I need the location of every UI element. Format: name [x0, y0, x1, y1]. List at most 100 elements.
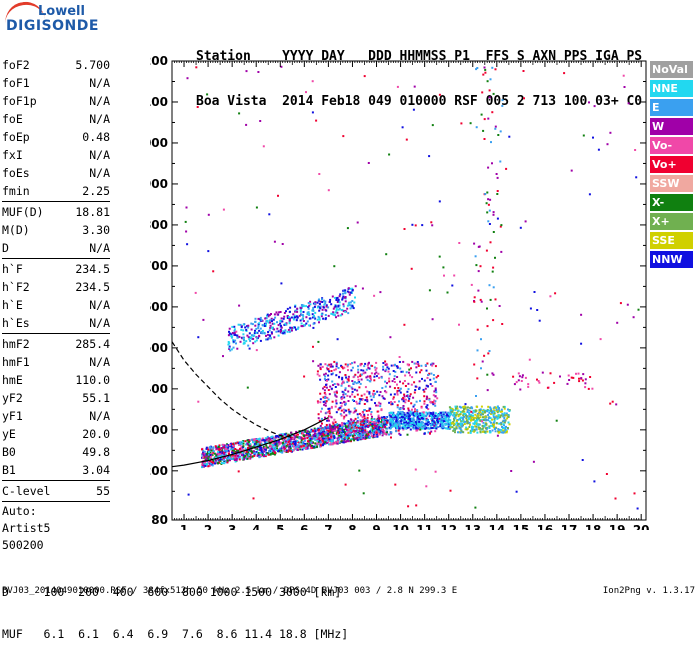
echo-point — [461, 423, 464, 426]
echo-point — [370, 428, 373, 431]
param-value: 3.30 — [82, 223, 110, 237]
echo-point — [324, 375, 327, 378]
echo-point — [357, 365, 359, 368]
echo-point — [233, 333, 236, 336]
echo-point — [364, 425, 367, 428]
echo-point — [386, 363, 389, 366]
echo-point — [327, 443, 330, 446]
echo-point — [246, 449, 249, 452]
echo-point — [320, 313, 323, 316]
echo-point — [349, 291, 352, 294]
echo-point — [327, 432, 330, 435]
echo-point — [365, 368, 368, 371]
echo-point — [319, 444, 322, 447]
param-row: MUF(D) 18.81 — [2, 203, 110, 221]
echo-point — [326, 429, 329, 432]
echo-point — [393, 375, 396, 378]
echo-point — [588, 101, 590, 104]
echo-point — [431, 427, 434, 429]
echo-point — [345, 432, 348, 435]
echo-point — [447, 417, 450, 419]
param-value: N/A — [89, 166, 110, 180]
echo-point — [549, 372, 552, 375]
x-tick-label: 2 — [204, 523, 212, 530]
echo-point — [438, 200, 441, 203]
echo-point — [411, 360, 414, 363]
echo-point — [350, 437, 353, 440]
echo-point — [460, 429, 463, 432]
x-tick-label: 15 — [513, 523, 530, 530]
echo-point — [488, 96, 491, 99]
echo-point — [313, 305, 316, 308]
echo-point — [343, 396, 346, 399]
echo-point — [361, 416, 364, 419]
echo-point — [474, 416, 477, 419]
echo-point — [328, 439, 331, 442]
echo-point — [346, 227, 349, 230]
echo-point — [419, 425, 422, 428]
echo-point — [259, 339, 262, 342]
echo-point — [420, 412, 423, 415]
echo-point — [299, 306, 302, 309]
echo-point — [365, 437, 368, 439]
echo-point — [402, 420, 405, 422]
echo-point — [477, 417, 480, 420]
echo-point — [271, 320, 273, 323]
echo-point — [424, 422, 427, 425]
echo-point — [349, 439, 352, 442]
echo-point — [470, 283, 473, 286]
echo-point — [209, 460, 212, 463]
echo-point — [398, 361, 401, 363]
echo-point — [308, 439, 311, 442]
echo-point — [418, 422, 421, 425]
echo-point — [225, 453, 227, 456]
echo-point — [326, 367, 328, 370]
echo-point — [362, 492, 365, 495]
echo-point — [342, 417, 345, 420]
echo-point — [251, 451, 254, 454]
echo-point — [234, 448, 237, 450]
echo-point — [247, 326, 250, 329]
echo-point — [372, 430, 375, 433]
param-divider — [2, 258, 110, 259]
echo-point — [344, 436, 347, 439]
echo-point — [444, 427, 447, 430]
echo-point — [323, 403, 326, 406]
echo-point — [351, 424, 354, 427]
echo-point — [277, 330, 280, 333]
echo-point — [416, 361, 419, 363]
echo-point — [295, 434, 298, 437]
echo-point — [423, 395, 426, 398]
echo-point — [370, 413, 373, 416]
echo-point — [363, 430, 366, 433]
echo-point — [253, 450, 255, 453]
echo-point — [413, 85, 416, 88]
echo-point — [362, 372, 365, 375]
echo-point — [326, 425, 329, 428]
echo-point — [435, 376, 438, 379]
echo-point — [330, 439, 333, 441]
echo-point — [257, 326, 260, 329]
echo-point — [366, 435, 369, 438]
echo-point — [218, 447, 221, 450]
echo-point — [395, 420, 398, 423]
echo-point — [481, 409, 484, 412]
echo-point — [424, 415, 427, 417]
echo-point — [510, 470, 513, 472]
echo-point — [263, 331, 266, 334]
echo-point — [402, 413, 405, 416]
echo-point — [336, 311, 339, 314]
echo-point — [340, 431, 343, 434]
echo-point — [432, 362, 435, 365]
echo-point — [364, 428, 367, 430]
echo-point — [280, 320, 283, 323]
echo-point — [449, 426, 452, 429]
echo-point — [273, 441, 276, 444]
echo-point — [459, 424, 462, 427]
echo-point — [352, 376, 355, 379]
echo-point — [456, 405, 458, 408]
echo-point — [402, 400, 405, 403]
echo-point — [319, 300, 322, 303]
echo-point — [306, 320, 309, 323]
echo-point — [208, 461, 211, 464]
